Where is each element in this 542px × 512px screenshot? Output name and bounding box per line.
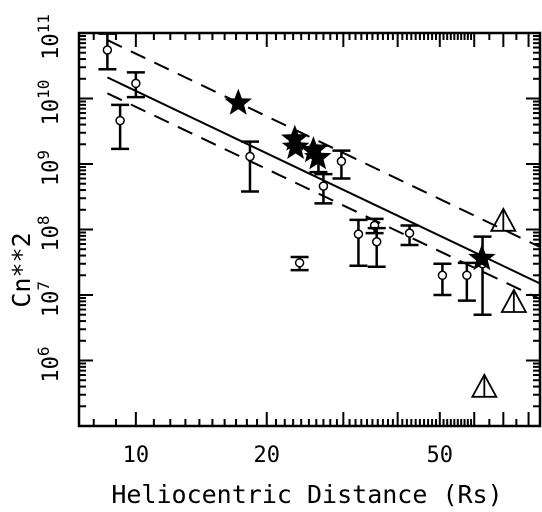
x-tick-label: 10 <box>123 443 150 468</box>
plot-frame <box>77 31 542 428</box>
circle-point <box>437 270 448 281</box>
star-point <box>304 143 332 170</box>
y-tick-label: 107 <box>34 281 64 317</box>
star-point <box>281 132 310 159</box>
circle-point <box>371 237 382 247</box>
y-tick-label: 109 <box>34 150 64 186</box>
y-tick-label: 106 <box>34 346 64 382</box>
y-axis-title: Cn**2 <box>7 232 36 307</box>
circle-point <box>318 181 329 191</box>
dashed-fit-line <box>106 39 541 248</box>
x-tick-label: 20 <box>254 443 281 468</box>
circle-point <box>336 156 347 167</box>
tick-labels: 10 20 50 106 107 108 109 1010 1011 <box>34 14 453 468</box>
y-tick-label: 1010 <box>34 80 64 126</box>
circle-point <box>115 115 125 126</box>
fit-lines <box>106 39 541 300</box>
star-point <box>224 88 252 115</box>
circle-point <box>131 78 141 89</box>
x-axis-title: Heliocentric Distance (Rs) <box>111 480 502 509</box>
circle-point <box>102 45 113 55</box>
triangle-point <box>489 206 517 232</box>
data-marks <box>98 32 528 398</box>
circle-point <box>245 151 255 162</box>
y-tick-label: 1011 <box>34 14 64 60</box>
circle-point <box>294 258 305 268</box>
star-point <box>468 244 496 271</box>
circle-point <box>462 270 472 281</box>
circle-point <box>404 228 415 238</box>
x-tick-label: 50 <box>427 443 454 468</box>
axis-ticks <box>79 32 541 427</box>
circle-point <box>353 229 364 239</box>
y-tick-label: 108 <box>34 215 64 251</box>
